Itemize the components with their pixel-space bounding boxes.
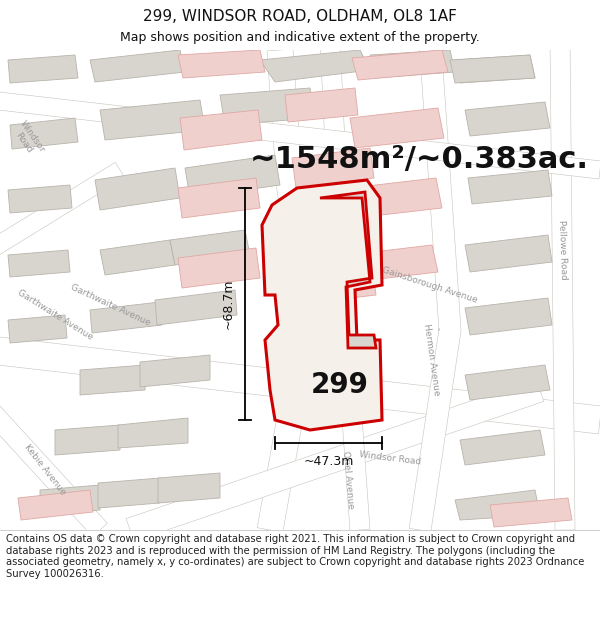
Text: ~68.7m: ~68.7m bbox=[222, 279, 235, 329]
Polygon shape bbox=[95, 168, 180, 210]
Polygon shape bbox=[100, 100, 205, 140]
Polygon shape bbox=[468, 170, 552, 204]
Polygon shape bbox=[0, 403, 107, 537]
Polygon shape bbox=[490, 498, 572, 527]
Polygon shape bbox=[170, 230, 250, 265]
Polygon shape bbox=[0, 336, 600, 434]
Polygon shape bbox=[455, 490, 540, 520]
Polygon shape bbox=[8, 55, 78, 83]
Polygon shape bbox=[350, 108, 444, 148]
Polygon shape bbox=[290, 208, 376, 248]
Polygon shape bbox=[350, 178, 442, 218]
Polygon shape bbox=[140, 355, 210, 387]
Polygon shape bbox=[352, 50, 448, 80]
Polygon shape bbox=[460, 430, 545, 465]
Polygon shape bbox=[185, 155, 280, 198]
Text: 299, WINDSOR ROAD, OLDHAM, OL8 1AF: 299, WINDSOR ROAD, OLDHAM, OL8 1AF bbox=[143, 9, 457, 24]
Polygon shape bbox=[90, 50, 185, 82]
Polygon shape bbox=[55, 425, 120, 455]
Polygon shape bbox=[260, 50, 370, 82]
Polygon shape bbox=[465, 235, 552, 272]
Text: Manley Road: Manley Road bbox=[271, 351, 285, 409]
Text: Pellowe Road: Pellowe Road bbox=[557, 220, 569, 280]
Polygon shape bbox=[178, 248, 260, 288]
Polygon shape bbox=[0, 91, 600, 179]
Polygon shape bbox=[409, 39, 461, 532]
Polygon shape bbox=[18, 490, 93, 520]
Polygon shape bbox=[8, 185, 72, 213]
Text: Garthwaite Avenue: Garthwaite Avenue bbox=[16, 288, 94, 342]
Polygon shape bbox=[455, 55, 535, 83]
Text: ~1548m²/~0.383ac.: ~1548m²/~0.383ac. bbox=[250, 145, 589, 174]
Polygon shape bbox=[550, 40, 575, 530]
Text: 299: 299 bbox=[311, 371, 369, 399]
Polygon shape bbox=[178, 50, 265, 78]
Text: Gainsborough Avenue: Gainsborough Avenue bbox=[381, 266, 479, 304]
Polygon shape bbox=[155, 290, 237, 325]
Text: Windsor
Road: Windsor Road bbox=[10, 119, 46, 161]
Text: Map shows position and indicative extent of the property.: Map shows position and indicative extent… bbox=[120, 31, 480, 44]
Polygon shape bbox=[98, 478, 160, 508]
Polygon shape bbox=[90, 302, 162, 333]
Polygon shape bbox=[0, 162, 125, 258]
Polygon shape bbox=[180, 110, 262, 150]
Polygon shape bbox=[118, 418, 188, 448]
Polygon shape bbox=[10, 118, 78, 149]
Polygon shape bbox=[262, 180, 382, 430]
Polygon shape bbox=[80, 365, 145, 395]
Polygon shape bbox=[8, 250, 70, 277]
Polygon shape bbox=[465, 102, 550, 136]
Text: Garthwaite Avenue: Garthwaite Avenue bbox=[68, 282, 151, 328]
Polygon shape bbox=[158, 473, 220, 503]
Polygon shape bbox=[100, 240, 175, 275]
Text: ~47.3m: ~47.3m bbox=[304, 455, 353, 468]
Polygon shape bbox=[465, 298, 552, 335]
Polygon shape bbox=[285, 88, 358, 122]
Polygon shape bbox=[178, 178, 260, 218]
Text: Oriel Avenue: Oriel Avenue bbox=[341, 451, 355, 509]
Text: Kebie Avenue: Kebie Avenue bbox=[22, 443, 68, 497]
Polygon shape bbox=[257, 49, 323, 532]
Polygon shape bbox=[320, 39, 370, 531]
Polygon shape bbox=[292, 148, 374, 188]
Polygon shape bbox=[8, 315, 67, 343]
Text: Windsor Road: Windsor Road bbox=[359, 450, 421, 466]
Polygon shape bbox=[320, 192, 376, 348]
Text: Hermon Avenue: Hermon Avenue bbox=[422, 323, 442, 397]
Polygon shape bbox=[126, 379, 544, 541]
Polygon shape bbox=[220, 88, 315, 125]
Polygon shape bbox=[450, 55, 535, 83]
Text: Contains OS data © Crown copyright and database right 2021. This information is : Contains OS data © Crown copyright and d… bbox=[6, 534, 584, 579]
Polygon shape bbox=[370, 50, 455, 78]
Polygon shape bbox=[348, 245, 438, 282]
Polygon shape bbox=[465, 365, 550, 400]
Polygon shape bbox=[40, 485, 100, 515]
Polygon shape bbox=[288, 265, 376, 305]
